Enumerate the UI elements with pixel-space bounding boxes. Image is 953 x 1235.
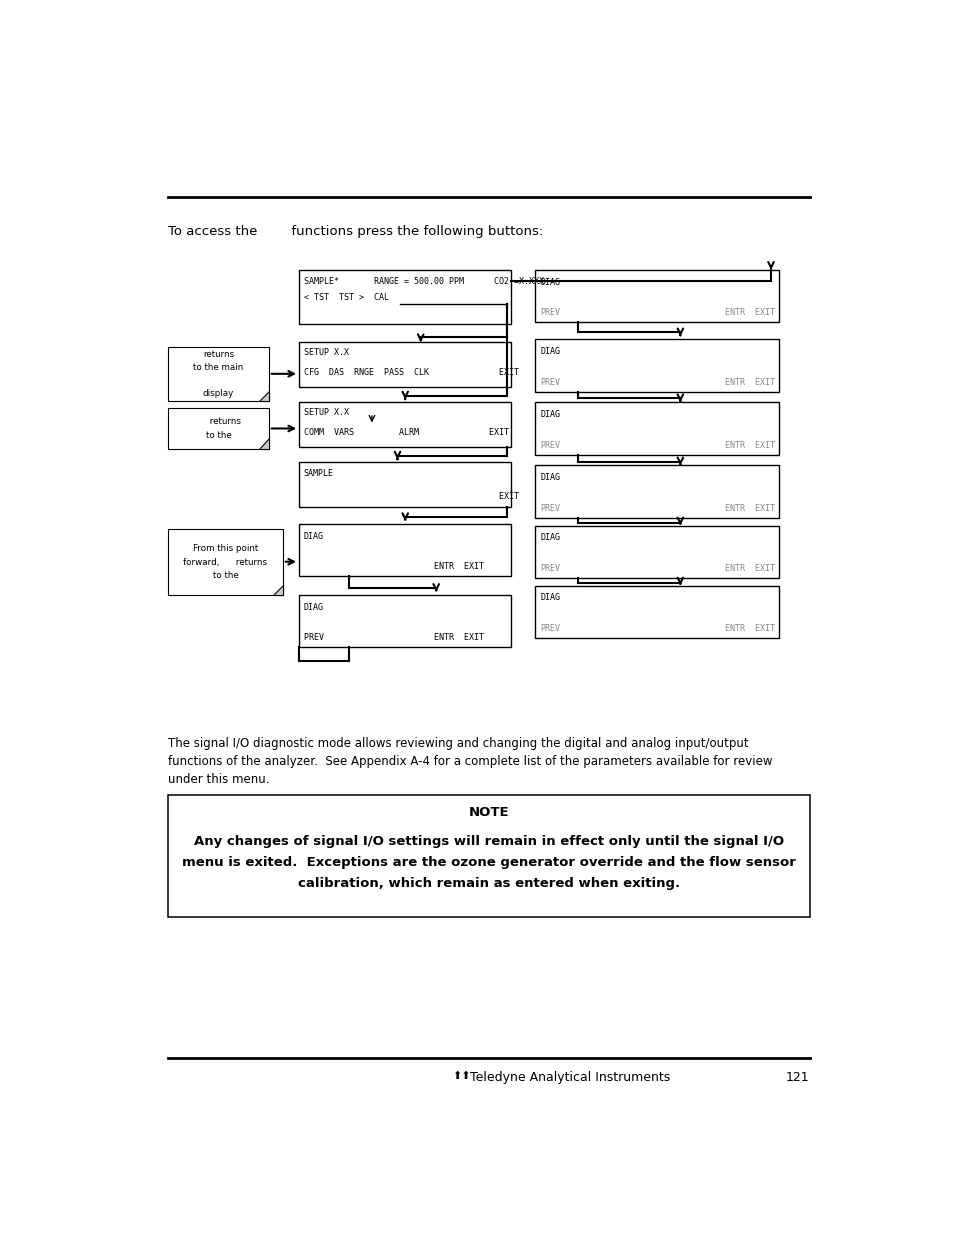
Text: DIAG: DIAG [539,593,559,603]
Text: ENTR  EXIT: ENTR EXIT [303,562,483,572]
Text: ENTR  EXIT: ENTR EXIT [723,378,774,387]
Text: PREV: PREV [539,441,559,450]
Polygon shape [273,585,282,595]
Text: ⬆⬆: ⬆⬆ [452,1071,471,1081]
Text: DIAG: DIAG [303,603,323,611]
Bar [298,595,511,647]
Bar [298,342,511,387]
Bar [535,466,778,517]
Text: SAMPLE*       RANGE = 500.00 PPM      CO2 =X.XXX: SAMPLE* RANGE = 500.00 PPM CO2 =X.XXX [303,277,543,285]
Bar [535,270,778,322]
Text: NOTE: NOTE [468,805,509,819]
Text: PREV: PREV [539,378,559,387]
Text: ENTR  EXIT: ENTR EXIT [723,441,774,450]
Bar [535,585,778,638]
Bar [298,524,511,577]
Text: DIAG: DIAG [539,534,559,542]
Text: COMM  VARS         ALRM              EXIT: COMM VARS ALRM EXIT [303,429,508,437]
Text: returns
to the: returns to the [195,417,241,440]
Text: SETUP X.X: SETUP X.X [303,409,349,417]
Text: PREV: PREV [539,504,559,513]
Text: 121: 121 [785,1071,809,1083]
Text: PREV: PREV [539,564,559,573]
Text: DIAG: DIAG [539,473,559,482]
Bar [535,526,778,578]
Bar [298,270,511,324]
Bar [535,403,778,454]
Text: From this point
forward,      returns
to the: From this point forward, returns to the [183,545,267,579]
Text: DIAG: DIAG [539,278,559,287]
Text: The signal I/O diagnostic mode allows reviewing and changing the digital and ana: The signal I/O diagnostic mode allows re… [168,737,772,787]
Text: To access the        functions press the following buttons:: To access the functions press the follow… [168,225,543,238]
Text: PREV                      ENTR  EXIT: PREV ENTR EXIT [303,634,483,642]
Bar [298,462,511,508]
Text: ENTR  EXIT: ENTR EXIT [723,624,774,634]
Text: DIAG: DIAG [539,410,559,419]
Polygon shape [258,438,269,448]
Text: Teledyne Analytical Instruments: Teledyne Analytical Instruments [469,1071,669,1083]
Polygon shape [258,390,269,401]
Bar [168,795,809,916]
Bar [535,340,778,391]
Text: Any changes of signal I/O settings will remain in effect only until the signal I: Any changes of signal I/O settings will … [182,835,795,890]
Text: < TST  TST >  CAL: < TST TST > CAL [303,293,388,303]
Text: PREV: PREV [539,309,559,317]
Bar [168,530,282,595]
Text: returns
to the main

display: returns to the main display [193,350,243,398]
Text: CFG  DAS  RNGE  PASS  CLK              EXIT: CFG DAS RNGE PASS CLK EXIT [303,368,518,378]
Text: DIAG: DIAG [539,347,559,356]
Text: PREV: PREV [539,624,559,634]
Text: SETUP X.X: SETUP X.X [303,348,349,357]
Bar [168,347,269,401]
Text: ENTR  EXIT: ENTR EXIT [723,504,774,513]
Text: EXIT: EXIT [303,492,518,500]
Text: DIAG: DIAG [303,531,323,541]
Bar [298,403,511,447]
Text: SAMPLE: SAMPLE [303,468,334,478]
Text: ENTR  EXIT: ENTR EXIT [723,564,774,573]
Bar [168,409,269,448]
Text: ENTR  EXIT: ENTR EXIT [723,309,774,317]
